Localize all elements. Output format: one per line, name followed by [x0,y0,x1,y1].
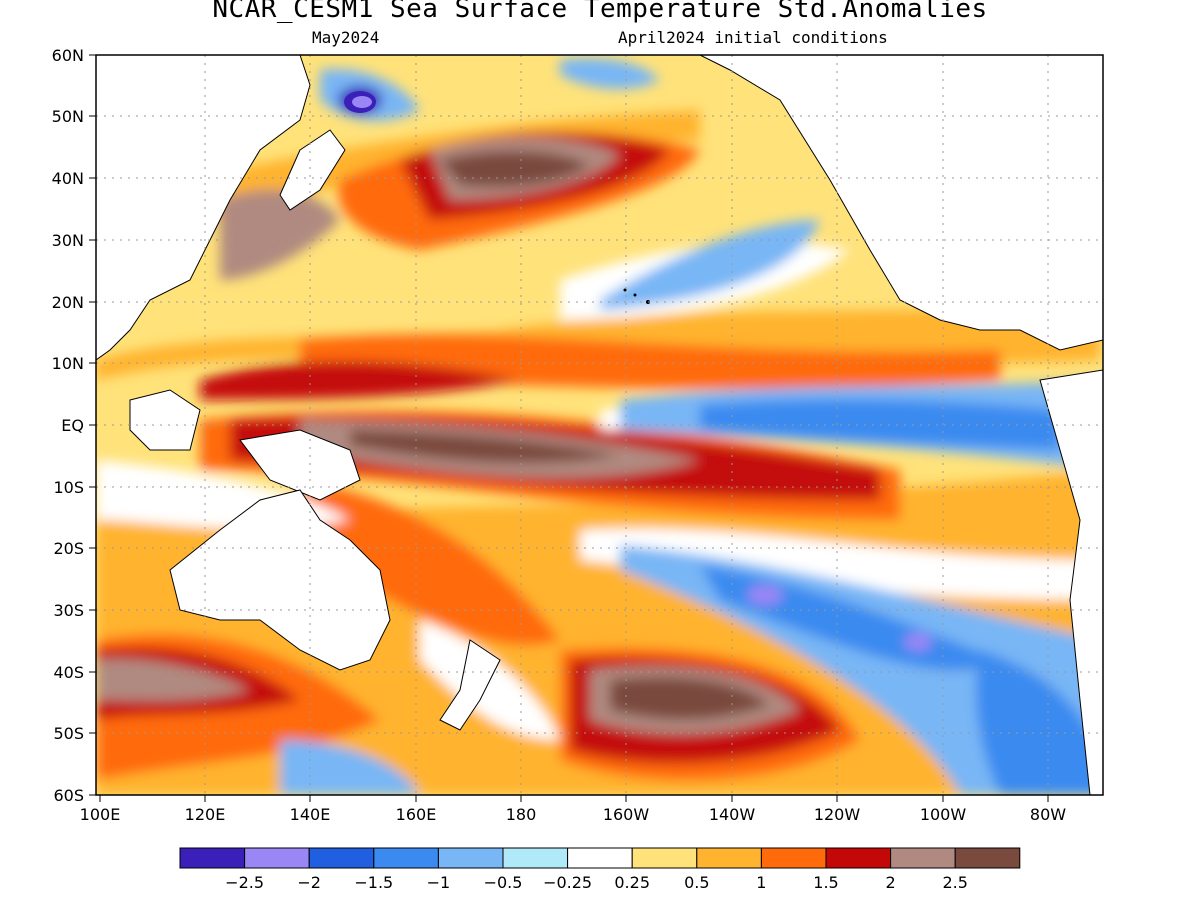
colorbar-label: 2 [886,873,896,892]
lon-label: 100E [80,805,121,824]
initial-conditions-label: April2024 initial conditions [618,28,888,47]
colorbar-label: −0.25 [543,873,592,892]
colorbar-label: −1.5 [354,873,393,892]
colorbar-swatch [567,847,633,869]
colorbar-swatch [244,847,310,869]
lat-label: 10N [52,354,84,373]
anomaly-field [96,55,1103,795]
lon-label: 80W [1030,805,1066,824]
longitude-labels: 100E 120E 140E 160E 180 160W 140W 120W 1… [80,805,1067,824]
colorbar-label: 1 [756,873,766,892]
lon-label: 160W [603,805,650,824]
lat-label: 30N [52,231,84,250]
forecast-month: May2024 [312,28,380,47]
lon-label: 100W [920,805,967,824]
lon-label: 120E [185,805,226,824]
colorbar-swatch [437,847,504,869]
lon-label: 180 [506,805,537,824]
lat-label: 40N [52,169,84,188]
axis-ticks [89,54,1049,802]
lat-label: 50S [53,724,84,743]
lon-label: 120W [814,805,861,824]
colorbar-swatch [760,847,827,869]
colorbar-label: −2.5 [225,873,264,892]
colorbar-swatch [502,847,569,869]
colorbar-label: −0.5 [484,873,523,892]
colorbar-label: 2.5 [942,873,967,892]
map-title: NCAR_CESM1 Sea Surface Temperature Std.A… [212,0,988,24]
colorbar-swatch [954,847,1021,869]
lat-label: 60S [53,786,84,805]
lon-label: 140E [290,805,331,824]
lat-label: 10S [53,478,84,497]
colorbar-label: −1 [427,873,451,892]
graticule [96,55,1103,795]
lat-label: 50N [52,107,84,126]
colorbar-swatch [308,847,375,869]
colorbar-swatch [373,847,439,869]
lat-label: 20S [53,539,84,558]
colorbar-swatch [179,847,246,869]
colorbar-swatch [825,847,892,869]
coastlines [96,55,1103,795]
lon-label: 160E [396,805,437,824]
colorbar-labels: −2.5 −2 −1.5 −1 −0.5 −0.25 0.25 0.5 1 1.5 2 2.5 [225,873,968,892]
colorbar-label: −2 [297,873,321,892]
lat-label: 20N [52,293,84,312]
lat-label: 40S [53,663,84,682]
colorbar-label: 0.5 [684,873,709,892]
lon-label: 140W [709,805,756,824]
colorbar-swatch [696,847,762,869]
lat-label: 60N [52,46,84,65]
colorbar-label: 0.25 [614,873,650,892]
colorbar-swatch [890,847,956,869]
lat-label: EQ [61,416,84,435]
latitude-labels: 60N 50N 40N 30N 20N 10N EQ 10S 20S 30S 4… [52,46,84,805]
colorbar-label: 1.5 [813,873,838,892]
lat-label: 30S [53,601,84,620]
colorbar-swatch [631,847,698,869]
colorbar [179,847,1021,869]
